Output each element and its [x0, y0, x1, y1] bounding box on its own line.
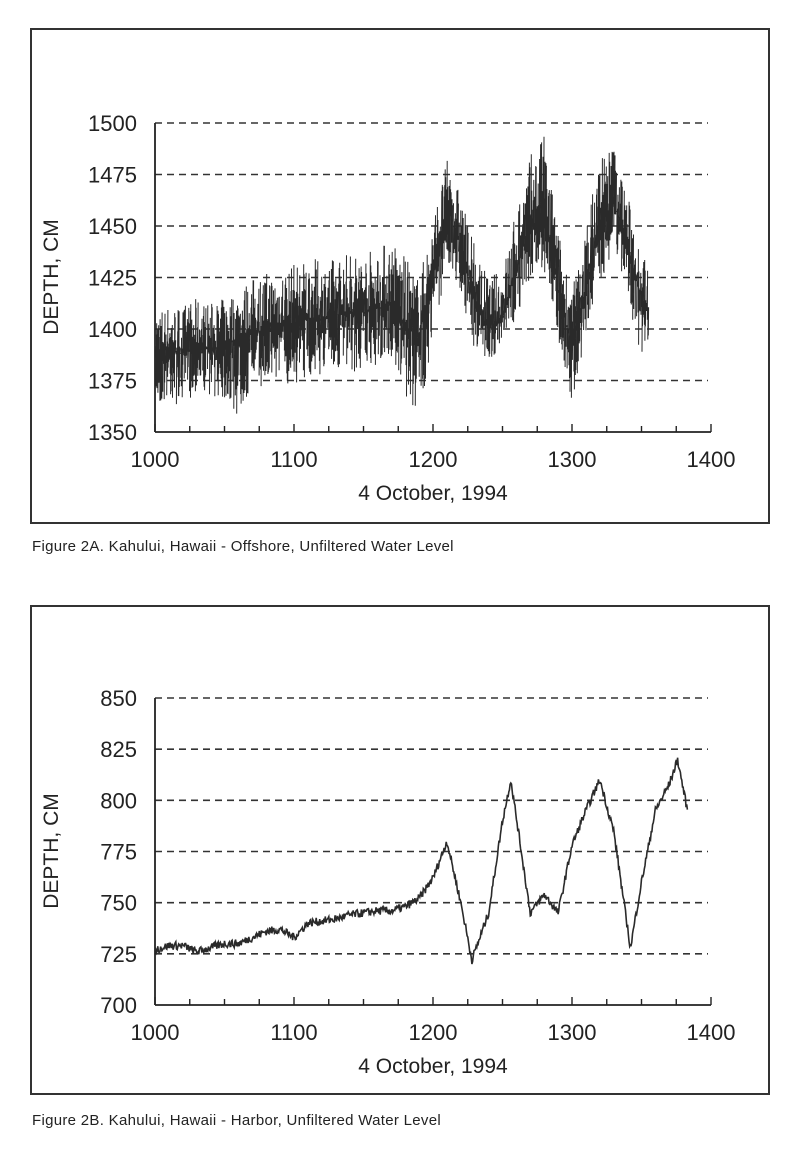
x-tick-label: 1000: [131, 1020, 180, 1045]
y-tick-label: 700: [100, 993, 137, 1018]
y-tick-label: 1500: [88, 111, 137, 136]
y-tick-label: 750: [100, 891, 137, 916]
y-tick-label: 825: [100, 737, 137, 762]
data-series-line: [154, 757, 689, 965]
x-axis-label: 4 October, 1994: [358, 1055, 508, 1078]
chart-harbor: DEPTH, CM 4 October, 1994 700 725 750 775 80…: [40, 686, 735, 1078]
x-axis-label: 4 October, 1994: [358, 482, 508, 505]
y-tick-label: 1350: [88, 420, 137, 445]
y-tick-label: 800: [100, 788, 137, 813]
x-tick-label: 1100: [270, 447, 317, 472]
x-tick-label: 1100: [270, 1020, 317, 1045]
figure-2a-caption: Figure 2A. Kahului, Hawaii - Offshore, U…: [32, 538, 454, 555]
y-tick-label: 775: [100, 840, 137, 865]
x-tick-label: 1300: [548, 447, 597, 472]
y-tick-label: 1400: [88, 317, 137, 342]
y-tick-label: 1475: [88, 163, 137, 188]
y-tick-label: 1450: [88, 214, 137, 239]
x-tick-label: 1300: [548, 1020, 597, 1045]
figure-2b-frame: [30, 605, 770, 1095]
x-tick-label: 1200: [409, 447, 458, 472]
x-tick-label: 1400: [687, 1020, 736, 1045]
y-tick-label: 1425: [88, 266, 137, 291]
y-tick-label: 1375: [88, 369, 137, 394]
figure-2a-frame: [30, 28, 770, 524]
x-tick-label: 1400: [687, 447, 736, 472]
figure-2b-caption: Figure 2B. Kahului, Hawaii - Harbor, Unf…: [32, 1112, 441, 1129]
data-series-line: [154, 136, 650, 414]
x-tick-label: 1000: [131, 447, 180, 472]
y-axis-label: DEPTH, CM: [40, 793, 63, 909]
y-axis-label: DEPTH, CM: [40, 219, 63, 335]
y-tick-label: 850: [100, 686, 137, 711]
chart-offshore: DEPTH, CM 4 October, 1994 1350 1375 1400 14…: [40, 111, 735, 505]
x-tick-label: 1200: [409, 1020, 458, 1045]
y-tick-label: 725: [100, 942, 137, 967]
